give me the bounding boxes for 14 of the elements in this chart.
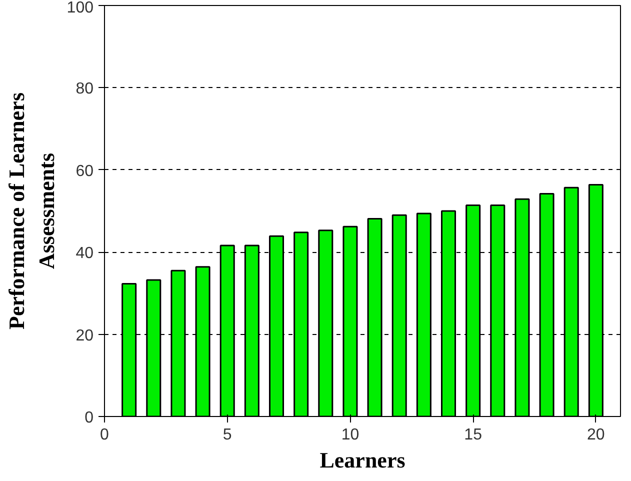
x-tick-label: 5 <box>222 426 232 444</box>
x-tick-label: 0 <box>100 426 110 444</box>
y-tick-label: 80 <box>76 80 94 98</box>
x-tick-label: 10 <box>341 426 360 444</box>
y-tick-label: 20 <box>76 327 94 344</box>
x-tick-label: 20 <box>587 426 605 444</box>
x-axis-title: Learners <box>320 448 406 472</box>
y-tick-label: 100 <box>66 0 94 16</box>
y-tick-label: 0 <box>84 410 94 426</box>
y-tick-label: 60 <box>76 162 94 180</box>
bar <box>367 218 382 416</box>
y-axis-title: Performance of Learners Assessments <box>4 92 59 330</box>
x-tick-label: 15 <box>464 426 482 444</box>
y-tick-label: 40 <box>76 245 94 262</box>
